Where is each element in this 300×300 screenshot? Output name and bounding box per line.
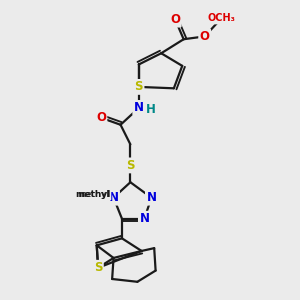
Text: O: O [200, 30, 210, 43]
Text: O: O [96, 111, 106, 124]
Text: H: H [146, 103, 155, 116]
Text: O: O [170, 13, 180, 26]
Text: S: S [94, 261, 102, 274]
Text: methyl: methyl [75, 190, 110, 200]
Text: methyl: methyl [76, 190, 108, 200]
Text: N: N [109, 191, 118, 204]
Text: OCH₃: OCH₃ [208, 13, 236, 23]
Text: S: S [134, 80, 143, 93]
Text: N: N [134, 101, 144, 114]
Text: N: N [140, 212, 149, 225]
Text: S: S [126, 159, 135, 172]
Text: N: N [146, 191, 156, 204]
